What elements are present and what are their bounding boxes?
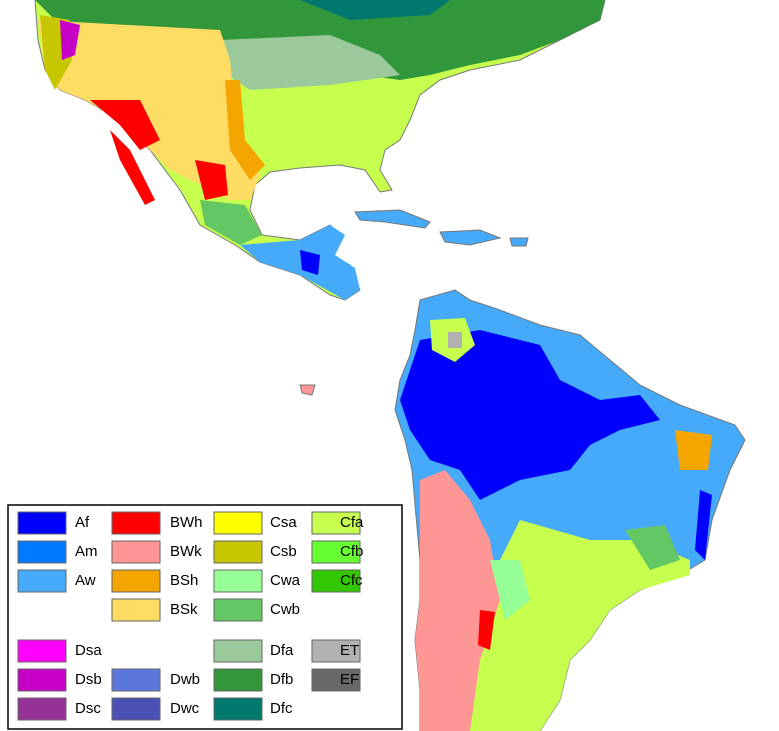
legend-swatch [311,668,361,692]
legend-swatch [111,668,161,692]
legend-label: Af [75,514,90,531]
legend-label: Cwb [270,601,300,618]
legend-label: Dsc [75,700,101,717]
caribbean [299,209,529,396]
legend-swatch [213,598,263,622]
legend-label: Cfb [340,543,363,560]
legend-label: BWk [170,543,202,560]
legend-label: Dfa [270,642,294,659]
legend-swatch [111,511,161,535]
legend-swatch [311,569,361,593]
legend-label: BSh [170,572,198,589]
legend-swatch [311,540,361,564]
legend-label: ET [340,642,359,659]
legend-swatch [17,639,67,663]
south-america [394,289,746,731]
legend: Af Am Aw BWh BWk BSh BSk Csa Csb Cwa Cwb Cfa Cfb Cfc D… [7,504,403,730]
legend-label: Csa [270,514,297,531]
legend-label: Dfb [270,671,293,688]
legend-label: Dsa [75,642,102,659]
legend-swatch [311,639,361,663]
legend-swatch [17,540,67,564]
legend-swatch [213,569,263,593]
legend-swatch [17,697,67,721]
legend-label: EF [340,671,359,688]
legend-label: Dfc [270,700,293,717]
legend-swatch [111,697,161,721]
legend-label: Am [75,543,98,560]
legend-swatch [213,540,263,564]
legend-label: Aw [75,572,96,589]
legend-swatch [311,511,361,535]
legend-label: Dwc [170,700,200,717]
north-america [34,0,606,301]
legend-label: Cfc [340,572,363,589]
legend-label: Cwa [270,572,301,589]
legend-swatch [213,668,263,692]
legend-swatch [213,697,263,721]
legend-swatch [111,598,161,622]
legend-swatch [213,639,263,663]
legend-label: Dwb [170,671,200,688]
legend-swatch [111,569,161,593]
legend-box [7,504,403,730]
legend-swatch [17,668,67,692]
legend-swatch [17,569,67,593]
legend-label: Dsb [75,671,102,688]
legend-swatch [111,540,161,564]
legend-swatch [213,511,263,535]
legend-label: BSk [170,601,198,618]
legend-label: Cfa [340,514,364,531]
legend-swatch [17,511,67,535]
legend-label: Csb [270,543,297,560]
legend-label: BWh [170,514,203,531]
